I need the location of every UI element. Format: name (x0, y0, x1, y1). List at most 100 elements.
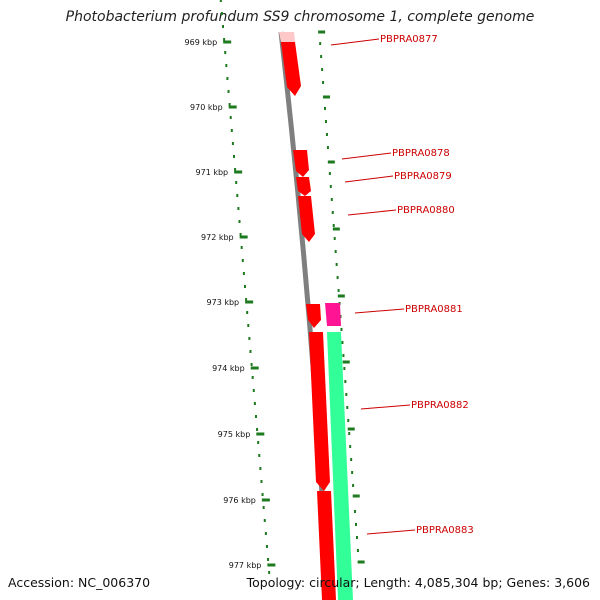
minor-tick (250, 363, 253, 366)
kbp-tick-label: 975 kbp (218, 430, 251, 439)
minor-tick (321, 68, 324, 71)
gene-block-pbpra0882-rev[interactable] (327, 332, 353, 600)
minor-tick (330, 198, 333, 201)
minor-tick (238, 220, 241, 223)
minor-tick (249, 350, 252, 353)
gene-label[interactable]: PBPRA0880 (397, 205, 455, 216)
rna-block-pbpra0881[interactable] (325, 303, 341, 326)
minor-tick (340, 328, 343, 331)
gene-features (279, 32, 353, 600)
minor-tick (329, 185, 332, 188)
gene-block-pbpra0877-top[interactable] (279, 32, 295, 42)
major-tick (342, 360, 350, 364)
major-tick (327, 160, 335, 164)
map-title: Photobacterium profundum SS9 chromosome … (65, 9, 535, 25)
gene-label[interactable]: PBPRA0878 (392, 148, 450, 159)
minor-tick (346, 406, 349, 409)
gene-arrow-pbpra0878[interactable] (293, 150, 309, 177)
major-tick (223, 40, 232, 44)
minor-tick (355, 536, 358, 539)
minor-tick (267, 558, 270, 561)
gene-block-pbpra0882-fwd[interactable] (309, 332, 330, 491)
minor-tick (256, 428, 259, 431)
gene-callout-line (347, 209, 397, 216)
minor-tick (319, 42, 322, 45)
gene-callout-line (341, 152, 392, 160)
gene-arrow-pbpra0879[interactable] (296, 177, 311, 196)
minor-tick (220, 12, 223, 15)
minor-tick (227, 90, 230, 93)
minor-tick (324, 120, 327, 123)
minor-tick (236, 194, 239, 197)
major-tick (261, 498, 270, 502)
minor-tick (237, 207, 240, 210)
minor-tick (245, 298, 248, 301)
minor-tick (228, 103, 231, 106)
minor-tick (252, 389, 255, 392)
minor-tick (344, 380, 347, 383)
minor-tick (241, 259, 244, 262)
minor-tick (336, 276, 339, 279)
major-tick (250, 366, 259, 370)
minor-tick (223, 38, 226, 41)
minor-tick (248, 337, 251, 340)
gene-label[interactable]: PBPRA0883 (416, 525, 474, 536)
minor-tick (348, 432, 351, 435)
minor-tick (356, 549, 359, 552)
minor-tick (260, 480, 263, 483)
gene-arrow-pbpra0880[interactable] (298, 196, 315, 242)
minor-tick (246, 311, 249, 314)
major-tick (332, 227, 340, 231)
minor-tick (257, 441, 260, 444)
gene-arrow-pbpra0881[interactable] (306, 304, 321, 328)
minor-tick (331, 211, 334, 214)
minor-tick (251, 376, 254, 379)
minor-tick (326, 146, 329, 149)
minor-tick (351, 471, 354, 474)
minor-tick (335, 263, 338, 266)
minor-tick (222, 25, 225, 28)
gene-label[interactable]: PBPRA0879 (394, 171, 452, 182)
minor-tick (345, 393, 348, 396)
minor-tick (219, 0, 222, 2)
minor-tick (322, 81, 325, 84)
minor-tick (225, 64, 228, 67)
gene-callout-line (354, 308, 405, 314)
kbp-tick-label: 972 kbp (201, 233, 234, 242)
minor-tick (233, 155, 236, 158)
major-tick (337, 294, 345, 298)
gene-label[interactable]: PBPRA0881 (405, 304, 463, 315)
minor-tick (240, 246, 243, 249)
minor-tick (352, 484, 355, 487)
minor-tick (224, 51, 227, 54)
gene-block-pbpra0883-fwd[interactable] (317, 491, 336, 600)
minor-tick (342, 354, 345, 357)
minor-tick (349, 445, 352, 448)
major-tick (322, 95, 330, 99)
gene-callout-line (330, 38, 380, 46)
minor-tick (333, 237, 336, 240)
gene-callout-line (344, 175, 394, 183)
minor-tick (243, 285, 246, 288)
minor-tick (242, 272, 245, 275)
gene-arrow-pbpra0877[interactable] (281, 42, 301, 96)
major-tick (228, 105, 237, 109)
gene-callouts: PBPRA0877 PBPRA0878 PBPRA0879 PBPRA0880 PBPR… (330, 34, 474, 536)
major-tick (267, 563, 276, 567)
minor-tick (320, 55, 323, 58)
minor-tick (263, 519, 266, 522)
kbp-tick-label: 974 kbp (212, 364, 245, 373)
minor-tick (347, 419, 350, 422)
minor-tick (334, 250, 337, 253)
minor-tick (234, 168, 237, 171)
minor-tick (231, 142, 234, 145)
gene-label[interactable]: PBPRA0882 (411, 400, 469, 411)
major-tick (245, 300, 254, 304)
minor-tick (254, 415, 257, 418)
minor-tick (343, 367, 346, 370)
outer-tick-ring: 969 kbp 970 kbp 971 kbp 972 kbp 973 kbp 974 k… (185, 0, 276, 574)
minor-tick (226, 77, 229, 80)
minor-tick (247, 324, 250, 327)
gene-label[interactable]: PBPRA0877 (380, 34, 438, 45)
